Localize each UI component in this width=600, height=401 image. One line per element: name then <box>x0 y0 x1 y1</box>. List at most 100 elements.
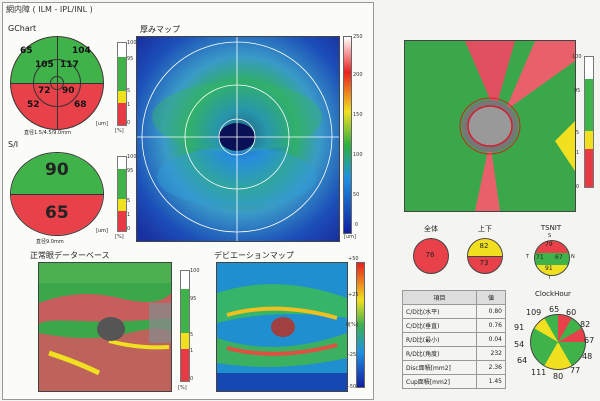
scale4-tick: 100 <box>572 54 582 60</box>
table-row: C/D比(垂直) 0.76 <box>402 318 507 333</box>
clockhour-value: 64 <box>517 356 528 365</box>
clockhour-label: ClockHour <box>535 290 571 298</box>
zentai-value: 76 <box>425 251 435 259</box>
clockhour-value: 77 <box>570 366 581 375</box>
si-title: S/I <box>8 140 19 149</box>
table-head-value: 値 <box>475 290 507 305</box>
joge-lower-value: 73 <box>479 259 489 267</box>
optic-disc-image <box>404 40 576 212</box>
zentai-circle <box>413 238 449 274</box>
clockhour-value: 65 <box>549 305 560 314</box>
deviation-tick: +25 <box>348 292 359 298</box>
normal-db-scale <box>180 270 190 382</box>
tsnit-s-letter: S <box>548 233 552 239</box>
si-caption: 直径9.0mm <box>36 239 64 245</box>
thickness-tick: 250 <box>353 34 363 40</box>
scale1-tick: 1 <box>127 102 131 108</box>
scale3-tick: 0 <box>190 376 194 382</box>
gchart-value-cl: 72 <box>38 86 51 96</box>
scale1-tick: 95 <box>127 56 134 62</box>
thickness-unit: [um] <box>344 234 356 240</box>
tsnit-s-value: 79 <box>545 241 553 248</box>
deviation-tick: -25 <box>348 352 357 358</box>
joge-upper-value: 82 <box>479 242 489 250</box>
zentai-label: 全体 <box>424 225 438 233</box>
scale4-tick: 95 <box>574 88 581 94</box>
table-head-item: 項目 <box>402 290 477 305</box>
table-row: Cup面積[mm2] 1.45 <box>402 374 507 389</box>
scale1-tick: 0 <box>127 120 131 126</box>
thickness-map-title: 厚みマップ <box>140 25 180 34</box>
table-row: R/D比(最小) 0.04 <box>402 332 507 347</box>
scale4-tick: 5 <box>576 130 580 136</box>
scale2-tick: 1 <box>127 212 131 218</box>
scale2-tick: 100 <box>127 154 137 160</box>
gchart-caption: 直径1.5/4.5/9.0mm <box>24 130 71 136</box>
clockhour-value: 60 <box>566 308 577 317</box>
gchart-value-br: 68 <box>74 100 87 110</box>
scale1-tick: 100 <box>127 40 137 46</box>
scale3-tick: 1 <box>190 348 194 354</box>
joge-label: 上下 <box>478 225 492 233</box>
thickness-tick: 100 <box>353 152 363 158</box>
thickness-tick: 50 <box>353 192 360 198</box>
deviation-colorbar <box>356 262 365 388</box>
gchart-percentile-scale <box>117 42 127 126</box>
normal-db-title: 正常眼データーベース <box>30 251 110 260</box>
tsnit-label: TSNIT <box>540 224 562 232</box>
clockhour-value: 91 <box>514 323 525 332</box>
scale2-tick: 5 <box>127 198 131 204</box>
normal-db-image <box>38 262 172 392</box>
scale3-tick: 95 <box>190 296 197 302</box>
gchart-value-ml: 105 <box>35 60 54 70</box>
scale4-tick: 1 <box>576 150 580 156</box>
tsnit-n-value: 67 <box>555 254 563 261</box>
deviation-map-image <box>216 262 348 392</box>
scale3-pct: [%] <box>178 385 187 391</box>
clockhour-value: 67 <box>584 336 595 345</box>
thickness-tick: 200 <box>353 72 363 78</box>
clockhour-value: 54 <box>514 340 525 349</box>
clockhour-value: 111 <box>531 368 547 377</box>
gchart-value-bl: 52 <box>27 100 40 110</box>
tsnit-i-letter: I <box>549 275 551 281</box>
scale3-tick: 5 <box>190 332 194 338</box>
thickness-colorbar <box>343 36 352 234</box>
deviation-tick: 0[%] <box>346 322 358 328</box>
tsnit-t-value: 71 <box>536 254 544 261</box>
gchart-value-tl: 65 <box>20 46 33 56</box>
scale1-tick: 5 <box>127 88 131 94</box>
tsnit-n-letter: N <box>571 254 575 260</box>
gchart-title: GChart <box>8 24 37 33</box>
scale3-tick: 100 <box>190 268 200 274</box>
scale4-tick: 0 <box>576 184 580 190</box>
si-unit: [um] <box>96 228 108 234</box>
scale1-pct: [%] <box>115 128 124 134</box>
thickness-tick: 0 <box>355 222 359 228</box>
gchart-value-cr: 90 <box>62 86 75 96</box>
joge-circle <box>467 238 503 274</box>
deviation-tick: -50 <box>348 384 357 390</box>
thickness-map-image <box>136 36 340 242</box>
gchart-circle <box>10 36 104 130</box>
si-circle <box>10 152 104 236</box>
results-table: 項目値 C/D比(水平) 0.80 C/D比(垂直) 0.76 R/D比(最小) 0.… <box>402 290 507 389</box>
tsnit-circle <box>534 240 570 276</box>
scale2-tick: 95 <box>127 168 134 174</box>
gchart-unit: [um] <box>96 121 108 127</box>
clockhour-value: 109 <box>526 308 542 317</box>
si-superior-value: 90 <box>45 160 69 180</box>
tsnit-t-letter: T <box>526 254 530 260</box>
scale2-pct: [%] <box>115 234 124 240</box>
table-row: C/D比(水平) 0.80 <box>402 304 507 319</box>
gchart-value-tr: 104 <box>72 46 91 56</box>
scale2-tick: 0 <box>127 226 131 232</box>
si-percentile-scale <box>117 156 127 232</box>
clockhour-value: 48 <box>582 352 593 361</box>
clockhour-value: 80 <box>553 372 564 381</box>
clockhour-value: 82 <box>580 320 591 329</box>
si-inferior-value: 65 <box>45 203 69 223</box>
table-row: R/D比(角度) 232 <box>402 346 507 361</box>
thickness-tick: 150 <box>353 112 363 118</box>
table-row: Disc面積[mm2] 2.36 <box>402 360 507 375</box>
